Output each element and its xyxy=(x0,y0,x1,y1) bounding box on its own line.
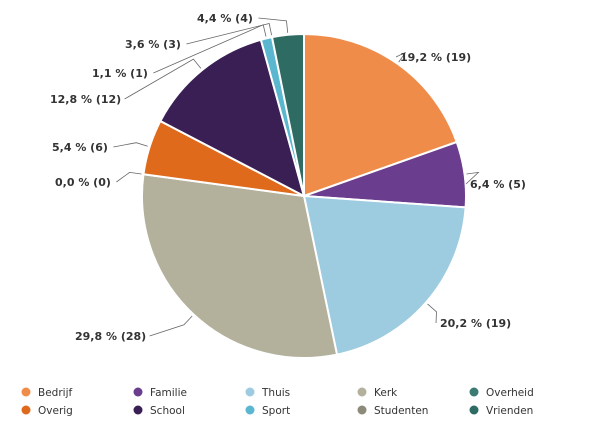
data-label-thuis: 20,2 % (19) xyxy=(440,317,511,330)
data-label-kerk: 29,8 % (28) xyxy=(75,330,146,343)
legend-item-bedrijf: Bedrijf xyxy=(21,387,72,399)
leader-line-bedrijf xyxy=(395,51,406,63)
legend-label-overheid: Overheid xyxy=(486,387,534,399)
legend-label-vrienden: Vrienden xyxy=(486,405,533,417)
legend-swatch-familie xyxy=(133,387,143,397)
legend-swatch-overig xyxy=(21,405,31,415)
legend-label-kerk: Kerk xyxy=(374,387,398,399)
legend-swatch-sport xyxy=(245,405,255,415)
legend-swatch-overheid xyxy=(469,387,479,397)
legend-swatch-school xyxy=(133,405,143,415)
legend-item-vrienden: Vrienden xyxy=(469,405,533,417)
data-labels: 19,2 % (19) 6,4 % (5) 20,2 % (19) 29,8 % (2… xyxy=(50,12,526,343)
leader-lines xyxy=(113,17,480,337)
leader-line-kerk xyxy=(149,315,193,337)
legend-item-overig: Overig xyxy=(21,405,73,417)
data-label-bedrijf: 19,2 % (19) xyxy=(400,51,471,64)
legend-label-familie: Familie xyxy=(150,387,187,399)
legend-label-bedrijf: Bedrijf xyxy=(38,387,72,399)
legend-swatch-kerk xyxy=(357,387,367,397)
legend-swatch-studenten xyxy=(357,405,367,415)
leader-line-vrienden xyxy=(258,17,289,33)
legend-label-school: School xyxy=(150,405,185,417)
legend-swatch-thuis xyxy=(245,387,255,397)
leader-line-overheid xyxy=(116,171,142,183)
legend-swatch-bedrijf xyxy=(21,387,31,397)
data-label-overheid: 0,0 % (0) xyxy=(55,176,111,189)
pie-slice-kerk xyxy=(141,173,339,359)
legend-label-studenten: Studenten xyxy=(374,405,428,417)
leader-line-familie xyxy=(465,171,480,185)
legend-item-school: School xyxy=(133,405,185,417)
data-label-familie: 6,4 % (5) xyxy=(470,178,526,191)
pie-slice-school xyxy=(159,38,306,198)
leader-line-school xyxy=(124,58,202,100)
pie-slice-vrienden xyxy=(270,32,305,197)
legend: Bedrijf Familie Thuis Kerk Overheid Overig Sch… xyxy=(21,387,534,417)
leader-line-studenten xyxy=(186,23,272,45)
legend-item-thuis: Thuis xyxy=(245,387,290,399)
pie-slice-thuis xyxy=(302,194,467,356)
legend-label-overig: Overig xyxy=(38,405,73,417)
leader-line-overig xyxy=(113,142,148,148)
data-label-vrienden: 4,4 % (4) xyxy=(197,12,253,25)
data-label-school: 12,8 % (12) xyxy=(50,93,121,106)
legend-label-sport: Sport xyxy=(262,405,290,417)
legend-item-familie: Familie xyxy=(133,387,187,399)
leader-line-thuis xyxy=(427,303,437,324)
legend-label-thuis: Thuis xyxy=(261,387,290,399)
legend-item-overheid: Overheid xyxy=(469,387,534,399)
data-label-studenten: 3,6 % (3) xyxy=(125,38,181,51)
legend-swatch-vrienden xyxy=(469,405,479,415)
pie-slices xyxy=(141,32,467,359)
data-label-overig: 5,4 % (6) xyxy=(52,141,108,154)
legend-item-studenten: Studenten xyxy=(357,405,428,417)
legend-item-kerk: Kerk xyxy=(357,387,398,399)
legend-item-sport: Sport xyxy=(245,405,290,417)
data-label-sport: 1,1 % (1) xyxy=(92,67,148,80)
